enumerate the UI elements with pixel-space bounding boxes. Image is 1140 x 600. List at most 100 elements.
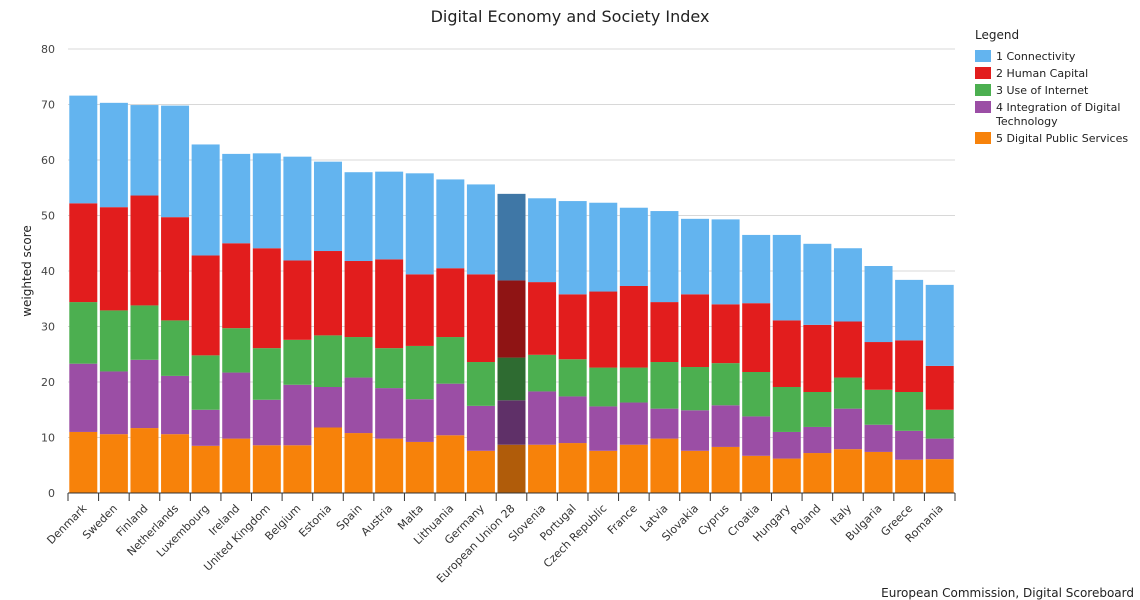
bar-segment[interactable] xyxy=(528,391,557,445)
bar-segment[interactable] xyxy=(497,280,526,358)
bar-segment[interactable] xyxy=(650,438,679,493)
bar-segment[interactable] xyxy=(833,449,862,493)
bar-segment[interactable] xyxy=(497,400,526,445)
bar-segment[interactable] xyxy=(344,172,373,262)
bar-segment[interactable] xyxy=(130,195,159,306)
bar-segment[interactable] xyxy=(742,234,771,304)
bar-segment[interactable] xyxy=(313,427,342,493)
bar-segment[interactable] xyxy=(405,399,434,442)
bar-segment[interactable] xyxy=(711,363,740,406)
bar-segment[interactable] xyxy=(252,399,281,446)
bar-segment[interactable] xyxy=(313,251,342,336)
bar-segment[interactable] xyxy=(436,383,465,436)
bar-segment[interactable] xyxy=(69,203,98,303)
bar-segment[interactable] xyxy=(283,339,312,385)
bar-segment[interactable] xyxy=(772,320,801,387)
bar-segment[interactable] xyxy=(925,284,954,366)
bar-segment[interactable] xyxy=(99,310,128,372)
bar-segment[interactable] xyxy=(252,348,281,400)
bar-segment[interactable] xyxy=(833,408,862,450)
bar-segment[interactable] xyxy=(497,357,526,401)
bar-segment[interactable] xyxy=(772,234,801,321)
bar-segment[interactable] xyxy=(558,359,587,397)
bar-segment[interactable] xyxy=(130,428,159,493)
bar-segment[interactable] xyxy=(222,372,251,439)
bar-segment[interactable] xyxy=(681,218,710,295)
bar-segment[interactable] xyxy=(833,377,862,409)
bar-segment[interactable] xyxy=(69,363,98,432)
bar-segment[interactable] xyxy=(466,274,495,363)
bar-segment[interactable] xyxy=(650,211,679,303)
bar-segment[interactable] xyxy=(313,386,342,428)
bar-segment[interactable] xyxy=(528,198,557,283)
bar-segment[interactable] xyxy=(864,389,893,425)
bar-segment[interactable] xyxy=(130,305,159,360)
bar-segment[interactable] xyxy=(375,438,404,493)
bar-segment[interactable] xyxy=(283,260,312,340)
bar-segment[interactable] xyxy=(405,173,434,275)
bar-segment[interactable] xyxy=(925,459,954,493)
bar-segment[interactable] xyxy=(681,367,710,411)
bar-segment[interactable] xyxy=(222,153,251,244)
bar-segment[interactable] xyxy=(252,153,281,249)
bar-segment[interactable] xyxy=(436,268,465,338)
bar-segment[interactable] xyxy=(864,424,893,452)
bar-segment[interactable] xyxy=(558,201,587,295)
bar-segment[interactable] xyxy=(925,365,954,410)
bar-segment[interactable] xyxy=(772,386,801,432)
bar-segment[interactable] xyxy=(161,434,190,493)
bar-segment[interactable] xyxy=(436,179,465,269)
bar-segment[interactable] xyxy=(69,95,98,204)
bar-segment[interactable] xyxy=(252,248,281,349)
bar-segment[interactable] xyxy=(161,320,190,376)
legend-item[interactable]: 5 Digital Public Services xyxy=(975,132,1128,145)
bar-segment[interactable] xyxy=(283,156,312,261)
bar-segment[interactable] xyxy=(528,354,557,392)
bar-segment[interactable] xyxy=(375,171,404,260)
bar-segment[interactable] xyxy=(375,388,404,439)
bar-segment[interactable] xyxy=(895,340,924,392)
bar-segment[interactable] xyxy=(681,450,710,493)
bar-segment[interactable] xyxy=(99,102,128,208)
bar-segment[interactable] xyxy=(681,294,710,368)
bar-segment[interactable] xyxy=(742,416,771,456)
bar-segment[interactable] xyxy=(895,430,924,460)
bar-segment[interactable] xyxy=(466,405,495,451)
bar-segment[interactable] xyxy=(130,105,159,196)
bar-segment[interactable] xyxy=(405,441,434,493)
bar-segment[interactable] xyxy=(864,266,893,343)
bar-segment[interactable] xyxy=(833,321,862,378)
bar-segment[interactable] xyxy=(925,409,954,439)
bar-segment[interactable] xyxy=(650,362,679,409)
bar-segment[interactable] xyxy=(191,255,220,356)
bar-segment[interactable] xyxy=(803,391,832,427)
bar-segment[interactable] xyxy=(650,302,679,363)
bar-segment[interactable] xyxy=(619,207,648,286)
bar-segment[interactable] xyxy=(191,355,220,410)
bar-segment[interactable] xyxy=(436,337,465,384)
bar-segment[interactable] xyxy=(619,285,648,368)
bar-segment[interactable] xyxy=(69,431,98,493)
bar-segment[interactable] xyxy=(436,435,465,493)
bar-segment[interactable] xyxy=(161,217,190,321)
bar-segment[interactable] xyxy=(497,444,526,493)
bar-segment[interactable] xyxy=(711,446,740,493)
bar-segment[interactable] xyxy=(711,304,740,364)
bar-segment[interactable] xyxy=(589,367,618,407)
bar-segment[interactable] xyxy=(742,372,771,417)
bar-segment[interactable] xyxy=(466,362,495,406)
bar-segment[interactable] xyxy=(99,434,128,493)
bar-segment[interactable] xyxy=(69,302,98,364)
legend-item[interactable]: 3 Use of Internet xyxy=(975,84,1089,97)
bar-segment[interactable] xyxy=(895,391,924,431)
bar-segment[interactable] xyxy=(252,445,281,493)
bar-segment[interactable] xyxy=(803,453,832,493)
bar-segment[interactable] xyxy=(895,279,924,341)
bar-segment[interactable] xyxy=(619,367,648,403)
bar-segment[interactable] xyxy=(895,459,924,493)
bar-segment[interactable] xyxy=(619,444,648,493)
bar-segment[interactable] xyxy=(344,377,373,434)
bar-segment[interactable] xyxy=(864,451,893,493)
bar-segment[interactable] xyxy=(466,184,495,275)
bar-segment[interactable] xyxy=(558,396,587,444)
